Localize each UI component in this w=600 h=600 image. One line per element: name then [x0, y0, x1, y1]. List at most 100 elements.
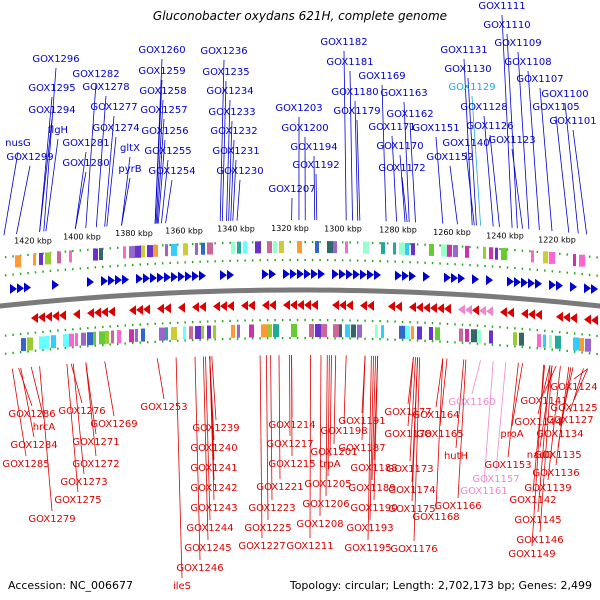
- forward-gene-label: GOX1232: [210, 126, 257, 137]
- accession-text: Accession: NC_006677: [8, 579, 134, 592]
- gene-connector: [39, 96, 53, 232]
- cog-block-fwd: [39, 252, 43, 265]
- reverse-gene-label: GOX1205: [304, 479, 351, 490]
- tick-label: 1360 kbp: [165, 226, 203, 235]
- reverse-gene-label: GOX1177: [384, 407, 431, 418]
- gene-connector: [289, 355, 291, 437]
- gene-connector: [455, 359, 465, 449]
- reverse-gene-label: GOX1178: [384, 429, 431, 440]
- gene-connector: [16, 165, 31, 235]
- forward-gene-label: gltX: [120, 143, 140, 154]
- reverse-gene-arrow: [269, 300, 276, 311]
- gene-connector: [407, 357, 414, 427]
- reverse-gene-label: GOX1286: [8, 409, 55, 420]
- gene-connector: [343, 355, 347, 424]
- reverse-gene-label: GOX1285: [2, 459, 49, 470]
- cog-block-rev: [351, 324, 356, 338]
- reverse-gene-label: GOX1225: [244, 523, 291, 534]
- gene-connector: [531, 364, 544, 547]
- gene-connector: [435, 136, 444, 224]
- gene-connector: [309, 355, 311, 539]
- cog-block-rev: [189, 326, 193, 340]
- reverse-gene-arrow: [94, 307, 101, 318]
- forward-gene-arrow: [136, 273, 143, 284]
- forward-gene-label: GOX1281: [62, 138, 109, 149]
- gene-connector: [270, 355, 273, 501]
- map-title: Gluconobacter oxydans 621H, complete gen…: [152, 9, 448, 23]
- cog-block-fwd: [399, 242, 405, 255]
- forward-gene-label: GOX1105: [532, 102, 579, 113]
- gene-connector: [95, 95, 107, 228]
- cog-block-rev: [81, 332, 86, 346]
- gene-connector: [537, 365, 551, 513]
- forward-gene-label: GOX1294: [28, 105, 75, 116]
- reverse-gene-label: GOX1206: [302, 499, 349, 510]
- reverse-gene-label: GOX1211: [286, 541, 333, 552]
- reverse-gene-arrow: [591, 315, 598, 326]
- reverse-gene-label: GOX1240: [190, 443, 237, 454]
- gene-connector: [569, 368, 584, 413]
- reverse-gene-label: GOX1217: [266, 439, 313, 450]
- forward-gene-label: GOX1179: [333, 106, 380, 117]
- forward-gene-label: GOX1200: [281, 123, 328, 134]
- gene-connector: [194, 356, 201, 561]
- gene-connector: [539, 87, 553, 232]
- reverse-gene-arrow: [38, 312, 45, 323]
- cog-block-fwd: [363, 241, 369, 254]
- reverse-gene-label: GOX1191: [338, 416, 385, 427]
- cog-block-fwd: [315, 241, 319, 254]
- gene-connector: [232, 159, 237, 221]
- forward-gene-arrow: [570, 281, 577, 292]
- reverse-gene-label: GOX1244: [186, 523, 233, 534]
- gene-connector: [228, 120, 233, 221]
- gene-connector: [226, 99, 231, 221]
- forward-gene-label: GOX1172: [378, 163, 425, 174]
- reverse-gene-arrow: [409, 302, 416, 313]
- cog-block-fwd: [255, 241, 261, 254]
- forward-gene-label: GOX1296: [32, 54, 79, 65]
- gene-connector: [315, 173, 318, 221]
- reverse-gene-label: GOX1146: [516, 535, 563, 546]
- forward-gene-arrow: [353, 269, 360, 280]
- cog-block-rev: [51, 335, 56, 349]
- forward-gene-label: GOX1128: [460, 102, 507, 113]
- gene-connector: [532, 364, 546, 493]
- gene-connector: [85, 362, 97, 457]
- reverse-gene-arrow: [31, 312, 38, 323]
- cog-block-fwd: [141, 245, 145, 258]
- tick-label: 1220 kbp: [538, 236, 576, 245]
- forward-gene-label: GOX1111: [478, 1, 525, 12]
- reverse-gene-label: GOX1246: [176, 563, 223, 574]
- forward-gene-arrow: [409, 271, 416, 282]
- cog-block-fwd: [201, 242, 205, 255]
- forward-gene-arrow: [556, 280, 563, 291]
- forward-gene-arrow: [304, 269, 311, 280]
- cog-block-rev: [459, 328, 463, 342]
- gene-connector: [409, 122, 416, 223]
- cog-block-rev: [69, 333, 74, 347]
- reverse-gene-label: GOX1272: [72, 459, 119, 470]
- cog-block-rev: [249, 324, 254, 338]
- reverse-gene-arrow: [521, 308, 528, 319]
- cog-block-fwd: [171, 243, 177, 256]
- forward-gene-label: GOX1231: [212, 146, 259, 157]
- forward-gene-label: GOX1100: [541, 89, 588, 100]
- reverse-gene-arrow: [178, 302, 185, 313]
- gene-connector: [457, 359, 467, 499]
- gene-connector: [403, 101, 410, 223]
- gene-connector: [435, 358, 444, 408]
- cog-block-fwd: [549, 251, 555, 264]
- reverse-gene-arrow: [423, 302, 430, 313]
- cog-block-rev: [237, 324, 240, 338]
- reverse-gene-arrow: [563, 312, 570, 323]
- reverse-gene-arrow: [283, 300, 290, 311]
- cog-block-rev: [519, 332, 524, 346]
- forward-gene-label: GOX1129: [448, 82, 495, 93]
- cog-block-fwd: [123, 246, 126, 259]
- forward-gene-arrow: [318, 269, 325, 280]
- reverse-gene-label: GOX1141: [520, 396, 567, 407]
- reverse-gene-label: GOX1198: [320, 426, 367, 437]
- cog-block-fwd: [57, 251, 61, 264]
- gene-connector: [555, 115, 570, 233]
